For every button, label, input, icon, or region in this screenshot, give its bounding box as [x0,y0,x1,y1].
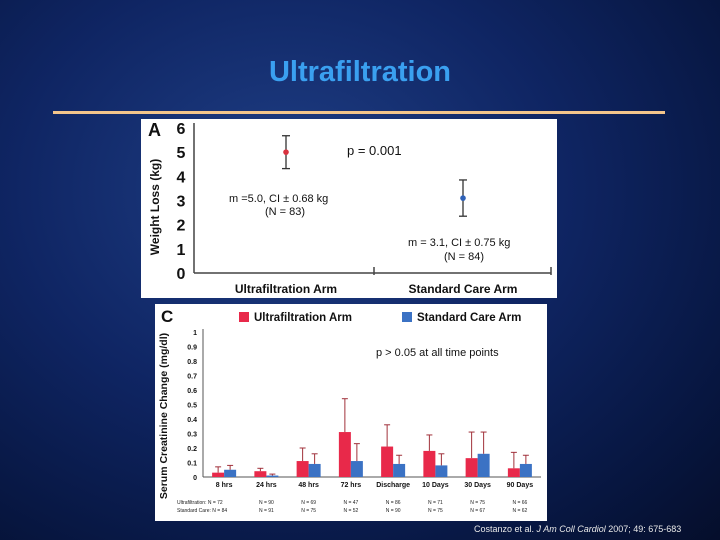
title-rule [53,111,665,114]
bar [423,450,436,477]
p-value-label: p > 0.05 at all time points [376,347,499,359]
bar [507,468,520,477]
bar [519,463,532,477]
slide-title: Ultrafiltration [268,56,452,88]
n-row-value: N = 90 [386,508,401,514]
x-category-label: 72 hrs [341,482,362,489]
p-value-label: p = 0.001 [347,143,402,158]
y-tick-label: 0.3 [187,432,197,439]
y-tick-label: 5 [177,145,186,162]
n-row-value: N = 62 [512,508,527,514]
creatinine-chart: C Serum Creatinine Change (mg/dl) 0 0.1 0.2 0… [158,307,541,514]
bar [308,463,321,477]
y-tick-label: 3 [177,194,186,211]
y-tick-label: 0.7 [187,374,197,381]
y-tick-label: 0.5 [187,403,197,410]
y-tick-label: 1 [193,330,197,337]
y-tick-label: 2 [177,218,186,235]
citation-volume: 2007; 49: 675-683 [605,524,682,534]
panel-letter-a: A [148,120,161,140]
mean-point [460,195,466,201]
legend-label: Ultrafiltration Arm [254,312,352,324]
n-row-value: N = 66 [512,500,527,506]
n-row-value: N = 91 [259,508,274,514]
y-axis-label: Serum Creatinine Change (mg/dl) [158,333,170,499]
x-category-label: 8 hrs [216,482,233,489]
y-tick-label: 0.1 [187,461,197,468]
n-row-label: Standard Care: N = 84 [177,508,227,514]
annotation-standard-care-n: (N = 84) [444,251,484,263]
annotation-standard-care: m = 3.1, CI ± 0.75 kg [408,237,510,249]
n-row-value: N = 75 [428,508,443,514]
panel-letter-c: C [161,307,173,326]
y-tick-label: 6 [177,121,186,138]
bar [296,461,309,477]
n-row-value: N = 67 [470,508,485,514]
x-category-label: 48 hrs [298,482,319,489]
x-category-label: 10 Days [422,482,449,489]
y-tick-label: 0.8 [187,359,197,366]
n-row-value: N = 47 [343,500,358,506]
annotation-ultrafiltration-n: (N = 83) [265,206,305,218]
bar [224,469,237,477]
n-row-value: N = 75 [301,508,316,514]
x-category-label: 30 Days [464,482,491,489]
bar [266,475,279,477]
n-row-value: N = 52 [343,508,358,514]
bar [212,472,225,477]
n-row-value: N = 71 [428,500,443,506]
bar [465,458,478,477]
weight-loss-chart: A Weight Loss (kg) 0 1 2 3 4 5 6 Ultrafiltration … [148,120,552,296]
chart-panel-c: C Serum Creatinine Change (mg/dl) 0 0.1 0.2 0… [155,304,547,521]
legend-label: Standard Care Arm [417,312,521,324]
y-tick-label: 4 [177,169,186,186]
y-tick-label: 0.4 [187,417,197,424]
bar [350,461,363,477]
y-tick-label: 0.2 [187,446,197,453]
bar [254,471,267,477]
bar [477,453,490,477]
n-row-label: Ultrafiltration: N = 72 [177,500,223,506]
bar [381,446,394,477]
n-row-value: N = 69 [301,500,316,506]
citation-journal: J Am Coll Cardiol [536,524,606,534]
annotation-ultrafiltration: m =5.0, CI ± 0.68 kg [229,193,328,205]
x-category-label: Standard Care Arm [409,282,518,296]
x-category-label: 90 Days [507,482,534,489]
y-tick-label: 0.9 [187,345,197,352]
bar [393,463,406,477]
citation-authors: Costanzo et al. [474,524,537,534]
n-row-value: N = 90 [259,500,274,506]
n-row-value: N = 75 [470,500,485,506]
y-tick-label: 0 [177,266,186,283]
mean-point [283,149,289,155]
y-tick-label: 0 [193,475,197,482]
legend-swatch [239,312,249,322]
y-tick-label: 0.6 [187,388,197,395]
citation: Costanzo et al. J Am Coll Cardiol 2007; … [474,524,681,534]
bar [338,432,351,477]
legend-swatch [402,312,412,322]
x-category-label: Discharge [376,482,410,489]
y-tick-label: 1 [177,242,186,259]
chart-panel-a: A Weight Loss (kg) 0 1 2 3 4 5 6 Ultrafiltration … [141,119,557,298]
y-axis-label: Weight Loss (kg) [148,159,162,255]
x-category-label: Ultrafiltration Arm [235,282,337,296]
n-row-value: N = 86 [386,500,401,506]
bar [435,465,448,477]
x-category-label: 24 hrs [256,482,277,489]
